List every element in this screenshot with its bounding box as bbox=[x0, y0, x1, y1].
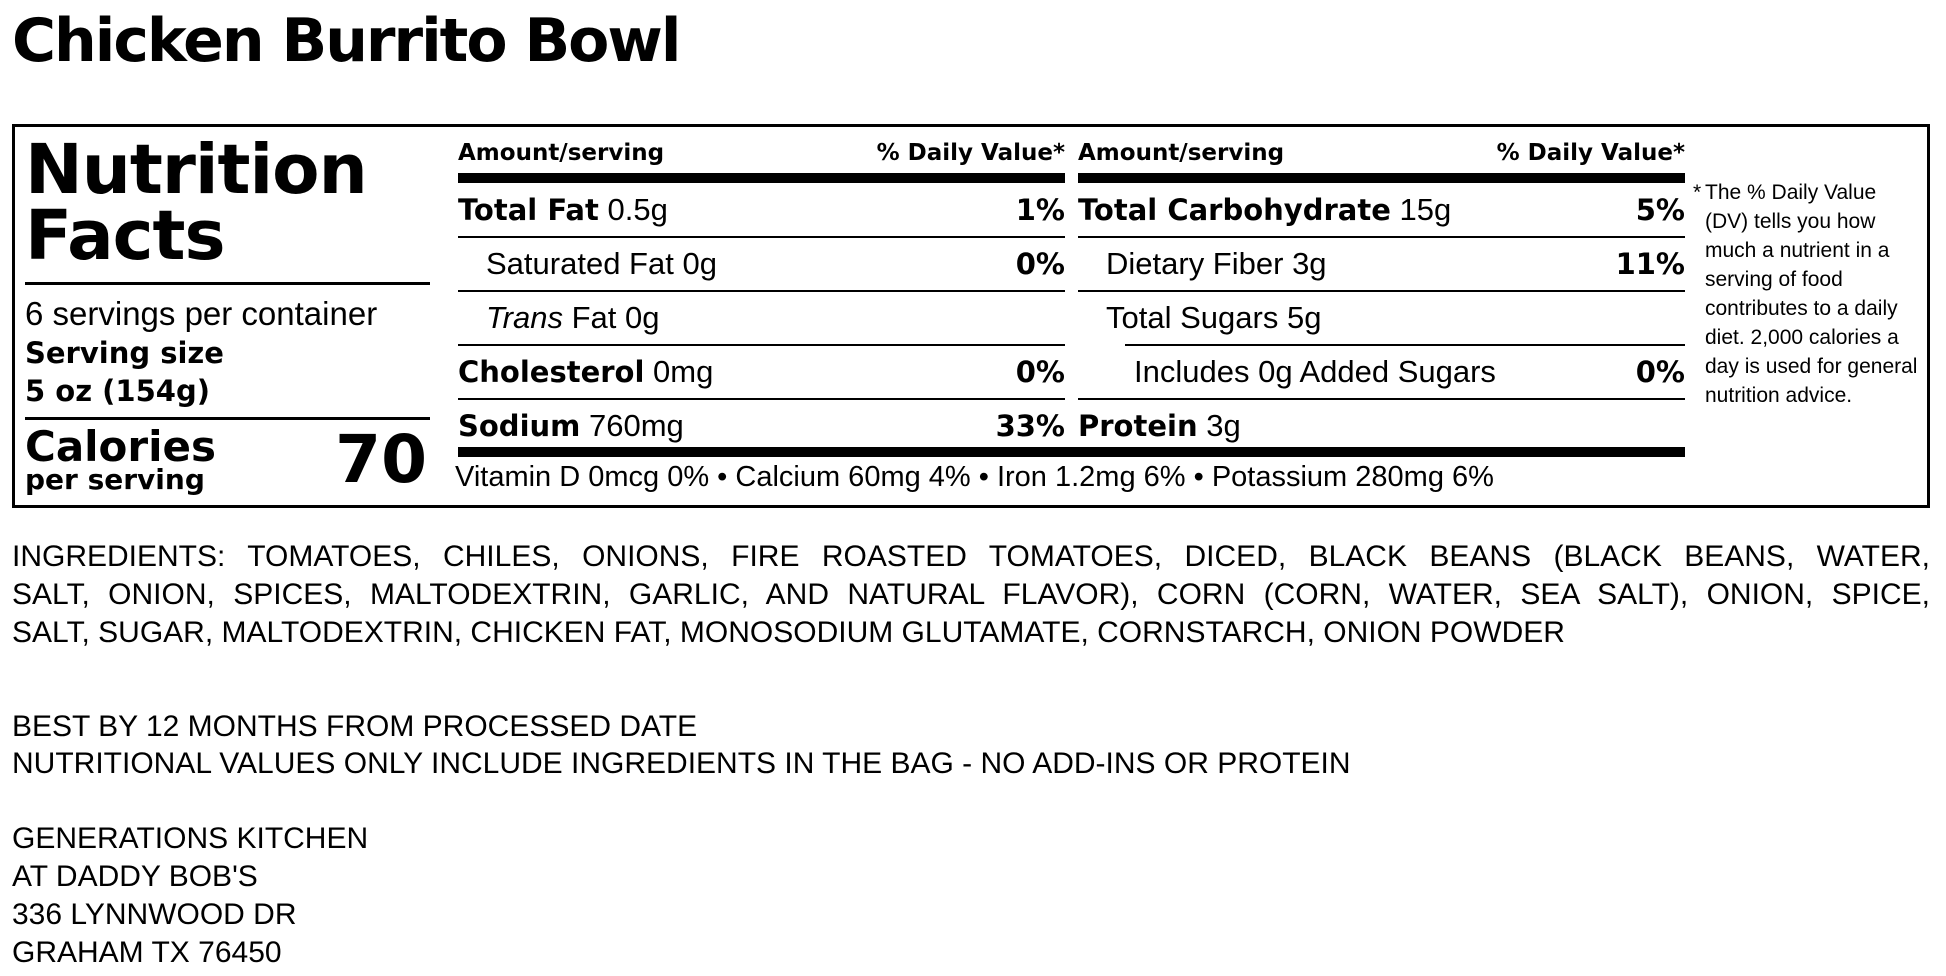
row-divider bbox=[1078, 398, 1685, 400]
address-line: AT DADDY BOB'S bbox=[12, 860, 258, 893]
nutrient-dv: 0% bbox=[1015, 355, 1065, 389]
row-divider bbox=[458, 344, 1065, 346]
nutrient-row-total-fat: Total Fat 0.5g 1% bbox=[458, 184, 1065, 236]
nutrient-amount: 3g bbox=[1206, 408, 1241, 443]
nutrient-name: Fat bbox=[571, 300, 617, 335]
ingredients-text: INGREDIENTS: TOMATOES, CHILES, ONIONS, F… bbox=[12, 538, 1930, 652]
vitamins-minerals: Vitamin D 0mcg 0% • Calcium 60mg 4% • Ir… bbox=[455, 461, 1494, 493]
ingredients-line: SALT, SUGAR, MALTODEXTRIN, CHICKEN FAT, … bbox=[12, 616, 1565, 649]
heading-line-nutrition: Nutrition bbox=[25, 130, 368, 210]
serving-size: Serving size 5 oz (154g) bbox=[25, 334, 224, 410]
nutrient-row-added-sugars: Includes 0g Added Sugars 0% bbox=[1078, 346, 1685, 398]
nutrient-dv: 0% bbox=[1635, 355, 1685, 389]
nutrient-name: Total Fat bbox=[458, 193, 599, 227]
footnote-star: * bbox=[1693, 181, 1702, 204]
ingredients-line: SALT, ONION, SPICES, MALTODEXTRIN, GARLI… bbox=[12, 578, 1930, 611]
row-divider bbox=[458, 290, 1065, 292]
nutrient-amount: 0g bbox=[682, 246, 717, 281]
nutrient-amount: 3g bbox=[1292, 246, 1327, 281]
nutrition-heading-block: Nutrition Facts bbox=[25, 130, 430, 277]
nutrient-name: Sodium bbox=[458, 409, 581, 443]
product-title: Chicken Burrito Bowl bbox=[12, 6, 681, 76]
calories-divider bbox=[25, 417, 430, 420]
nutrient-row-cholesterol: Cholesterol 0mg 0% bbox=[458, 346, 1065, 398]
nutrient-row-protein: Protein 3g bbox=[1078, 400, 1685, 452]
header-amount-per-serving: Amount/serving bbox=[458, 140, 665, 166]
heading-divider bbox=[25, 282, 430, 285]
daily-value-footnote: The % Daily Value (DV) tells you how muc… bbox=[1705, 181, 1918, 407]
address-line: GENERATIONS KITCHEN bbox=[12, 822, 369, 855]
row-divider bbox=[458, 398, 1065, 400]
address-line: GRAHAM TX 76450 bbox=[12, 936, 282, 969]
header-daily-value: % Daily Value* bbox=[1496, 140, 1685, 166]
nutrient-row-trans-fat: Trans Fat 0g bbox=[458, 292, 1065, 344]
nutrient-row-total-sugars: Total Sugars 5g bbox=[1078, 292, 1685, 344]
nutrient-name: Saturated Fat bbox=[486, 246, 674, 281]
right-header-thick-rule bbox=[1078, 173, 1685, 183]
left-header-thick-rule bbox=[458, 173, 1065, 183]
row-divider bbox=[1078, 290, 1685, 292]
vitamins-thick-rule bbox=[458, 447, 1685, 457]
address-block: GENERATIONS KITCHEN AT DADDY BOB'S 336 L… bbox=[12, 820, 368, 972]
nutrition-facts-heading: Nutrition Facts bbox=[25, 130, 430, 277]
nutrient-row-saturated-fat: Saturated Fat 0g 0% bbox=[458, 238, 1065, 290]
nutrient-dv: 5% bbox=[1635, 193, 1685, 227]
nutrient-dv: 11% bbox=[1615, 247, 1685, 281]
nutrient-amount: 5g bbox=[1286, 300, 1322, 335]
nutrient-row-dietary-fiber: Dietary Fiber 3g 11% bbox=[1078, 238, 1685, 290]
row-divider bbox=[1078, 236, 1685, 238]
left-table-header: Amount/serving % Daily Value* bbox=[458, 137, 1065, 173]
nutrient-name: Cholesterol bbox=[458, 355, 645, 389]
header-amount-per-serving: Amount/serving bbox=[1078, 140, 1285, 166]
ingredients-line: INGREDIENTS: TOMATOES, CHILES, ONIONS, F… bbox=[12, 540, 1930, 573]
nutrient-amount: 15g bbox=[1399, 192, 1452, 227]
row-divider bbox=[1125, 344, 1685, 346]
nutrition-facts-panel: Nutrition Facts 6 servings per container… bbox=[12, 124, 1930, 508]
nutrient-amount: 0.5g bbox=[607, 192, 668, 227]
nutrient-dv: 1% bbox=[1015, 193, 1065, 227]
address-line: 336 LYNNWOOD DR bbox=[12, 898, 297, 931]
calories-value: 70 bbox=[335, 421, 427, 498]
nutrient-name: Total Sugars bbox=[1106, 300, 1279, 335]
servings-per-container: 6 servings per container bbox=[25, 295, 378, 332]
serving-size-value: 5 oz (154g) bbox=[25, 374, 210, 408]
nutrient-row-sodium: Sodium 760mg 33% bbox=[458, 400, 1065, 452]
calories-label: Calories bbox=[25, 422, 217, 471]
nutrient-name: Protein bbox=[1078, 409, 1198, 443]
header-daily-value: % Daily Value* bbox=[876, 140, 1065, 166]
best-by-note: BEST BY 12 MONTHS FROM PROCESSED DATE bbox=[12, 710, 698, 743]
nutrient-name: Total Carbohydrate bbox=[1078, 193, 1391, 227]
nutrient-dv: 0% bbox=[1015, 247, 1065, 281]
calories-per-serving: per serving bbox=[25, 463, 205, 496]
nutrition-values-note: NUTRITIONAL VALUES ONLY INCLUDE INGREDIE… bbox=[12, 747, 1351, 780]
nutrient-amount: 0g bbox=[625, 300, 660, 335]
row-divider bbox=[458, 236, 1065, 238]
right-table-header: Amount/serving % Daily Value* bbox=[1078, 137, 1685, 173]
nutrient-amount: 0mg bbox=[653, 354, 714, 389]
nutrient-name: Dietary Fiber bbox=[1106, 246, 1284, 281]
nutrient-name-italic: Trans bbox=[486, 300, 563, 335]
heading-line-facts: Facts bbox=[25, 196, 226, 276]
nutrient-dv: 33% bbox=[995, 409, 1065, 443]
nutrient-row-total-carbohydrate: Total Carbohydrate 15g 5% bbox=[1078, 184, 1685, 236]
nutrient-amount: 760mg bbox=[589, 408, 684, 443]
nutrient-name: Includes 0g Added Sugars bbox=[1134, 354, 1496, 389]
serving-size-label: Serving size bbox=[25, 336, 224, 370]
